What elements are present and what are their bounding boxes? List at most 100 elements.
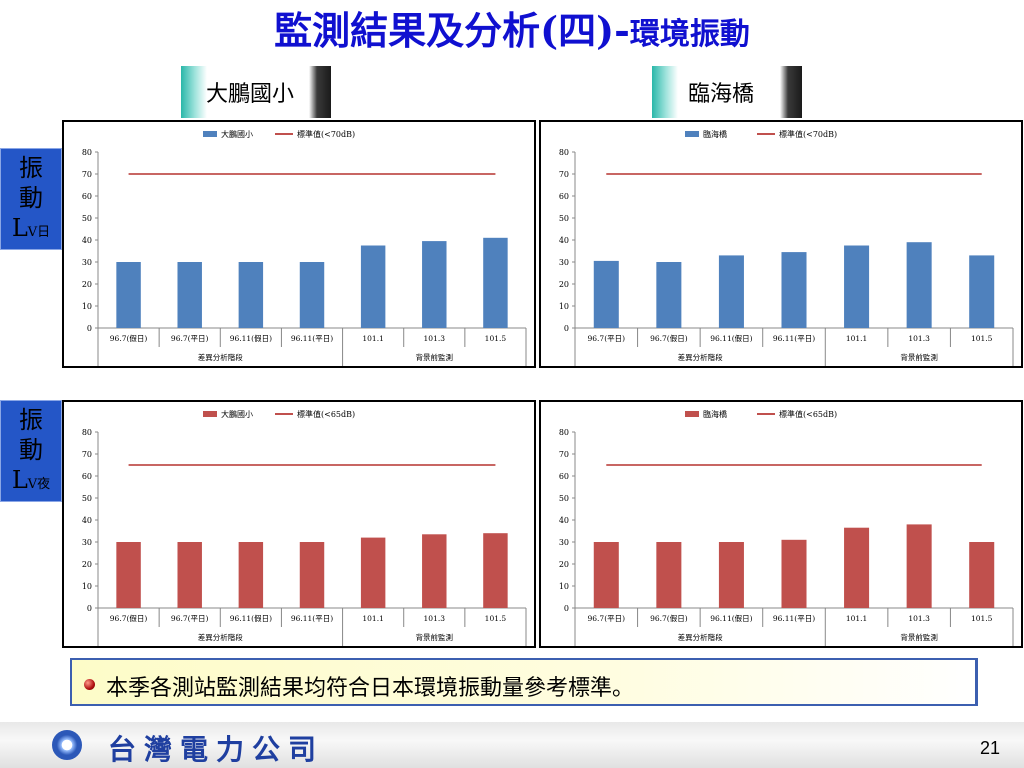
x-tick-label: 96.7(假日) (650, 334, 688, 343)
bullet-icon (84, 679, 95, 690)
x-tick-label: 101.1 (362, 614, 383, 623)
x-tick-label: 101.3 (908, 614, 930, 623)
row-label-night-middle: 動 (19, 436, 43, 464)
site-tab-right-label: 臨海橋 (687, 82, 754, 107)
bar (718, 542, 744, 608)
legend-bar-swatch (203, 131, 217, 137)
bar (483, 237, 508, 328)
y-tick-label: 60 (82, 472, 92, 481)
x-group-label: 背景前監測 (416, 632, 454, 642)
chart-day-left-svg: 大鵬國小 標準值(<70dB) 0 10 20 30 40 50 60 70 80 96.7(假日) 9… (82, 129, 527, 366)
taipower-logo-icon (52, 730, 82, 760)
legend-bar-label: 大鵬國小 (221, 409, 253, 419)
bar (656, 542, 682, 608)
y-tick-label: 20 (559, 280, 569, 289)
y-tick-label: 10 (82, 302, 92, 311)
legend-bar-label: 大鵬國小 (221, 129, 253, 139)
slide-title-sub: 環境振動 (629, 17, 750, 52)
y-tick-label: 70 (82, 170, 92, 179)
x-group-label: 背景前監測 (900, 352, 938, 362)
legend-bar-swatch (685, 131, 699, 137)
legend-line-label: 標準值(<70dB) (779, 129, 837, 139)
y-tick-label: 0 (87, 324, 92, 333)
x-group-label: 背景前監測 (900, 632, 938, 642)
company-name: 台灣電力公司 (108, 733, 325, 766)
bar (656, 262, 682, 328)
chart-night-right: 臨海橋 標準值(<65dB) 0 10 20 30 40 50 60 70 80 96.7(平日) 96… (539, 400, 1023, 648)
bar (969, 255, 995, 328)
y-tick-label: 80 (82, 428, 92, 437)
y-tick-label: 50 (559, 494, 569, 503)
x-tick-label: 101.3 (424, 614, 446, 623)
bar (116, 262, 141, 328)
chart-day-right: 臨海橋 標準值(<70dB) 0 10 20 30 40 50 60 70 80 96.7(平日) 96… (539, 120, 1023, 368)
x-group-label: 差異分析階段 (678, 352, 723, 362)
bar (844, 245, 870, 328)
y-tick-label: 70 (559, 170, 569, 179)
y-tick-label: 0 (564, 324, 569, 333)
x-tick-label: 96.7(假日) (650, 614, 688, 623)
row-label-night-top: 振 (19, 406, 43, 434)
row-label-day-suffix: V日 (27, 225, 51, 240)
x-tick-label: 96.7(假日) (110, 334, 148, 343)
x-tick-label: 96.11(假日) (230, 334, 272, 343)
x-tick-label: 96.7(平日) (171, 614, 209, 623)
x-tick-label: 96.7(平日) (171, 334, 209, 343)
legend-bar-label: 臨海橋 (703, 409, 727, 419)
bar (116, 542, 141, 608)
row-label-night: 振 動 LV夜 (0, 400, 62, 502)
chart-night-left: 大鵬國小 標準值(<65dB) 0 10 20 30 40 50 60 70 80 96.7(假日) 9… (62, 400, 536, 648)
row-label-day-top: 振 (19, 154, 43, 182)
y-tick-label: 10 (82, 582, 92, 591)
y-tick-label: 40 (559, 516, 569, 525)
x-tick-label: 96.11(假日) (710, 614, 752, 623)
bar (483, 533, 508, 608)
y-tick-label: 40 (559, 236, 569, 245)
x-group-label: 差異分析階段 (678, 632, 723, 642)
y-tick-label: 30 (82, 258, 92, 267)
x-tick-label: 101.1 (362, 334, 383, 343)
x-tick-label: 96.11(平日) (773, 614, 815, 623)
y-tick-label: 30 (82, 538, 92, 547)
y-tick-label: 70 (82, 450, 92, 459)
x-tick-label: 96.11(平日) (291, 334, 333, 343)
legend-bar-swatch (203, 411, 217, 417)
bar (360, 537, 386, 608)
y-tick-label: 10 (559, 302, 569, 311)
x-tick-label: 96.11(平日) (773, 334, 815, 343)
bar (593, 260, 619, 328)
y-tick-label: 30 (559, 538, 569, 547)
x-tick-label: 101.3 (908, 334, 930, 343)
bar (906, 524, 932, 608)
x-tick-label: 96.7(平日) (588, 614, 626, 623)
y-tick-label: 30 (559, 258, 569, 267)
slide-title-main: 監測結果及分析(四) (274, 8, 615, 53)
y-tick-label: 80 (559, 148, 569, 157)
y-tick-label: 50 (82, 214, 92, 223)
x-tick-label: 96.11(假日) (710, 334, 752, 343)
y-tick-label: 0 (87, 604, 92, 613)
y-tick-label: 60 (559, 192, 569, 201)
y-tick-label: 0 (564, 604, 569, 613)
row-label-day: 振 動 LV日 (0, 148, 62, 250)
x-tick-label: 101.1 (846, 334, 867, 343)
row-label-day-middle: 動 (19, 184, 43, 212)
x-tick-label: 96.11(假日) (230, 614, 272, 623)
y-tick-label: 60 (559, 472, 569, 481)
y-tick-label: 20 (82, 280, 92, 289)
legend-line-label: 標準值(<65dB) (779, 409, 837, 419)
x-group-label: 差異分析階段 (198, 632, 243, 642)
x-tick-label: 101.3 (424, 334, 446, 343)
x-tick-label: 101.5 (971, 334, 993, 343)
bar (299, 542, 325, 608)
legend-bar-swatch (685, 411, 699, 417)
y-tick-label: 80 (82, 148, 92, 157)
conclusion-text: 本季各測站監測結果均符合日本環境振動量參考標準。 (106, 676, 635, 701)
bar (781, 539, 807, 608)
slide-title-separator: - (614, 8, 630, 53)
conclusion-note: 本季各測站監測結果均符合日本環境振動量參考標準。 (70, 658, 978, 706)
x-tick-label: 101.5 (485, 334, 507, 343)
bar (360, 245, 386, 328)
y-tick-label: 60 (82, 192, 92, 201)
row-label-night-letter: L (11, 466, 28, 494)
